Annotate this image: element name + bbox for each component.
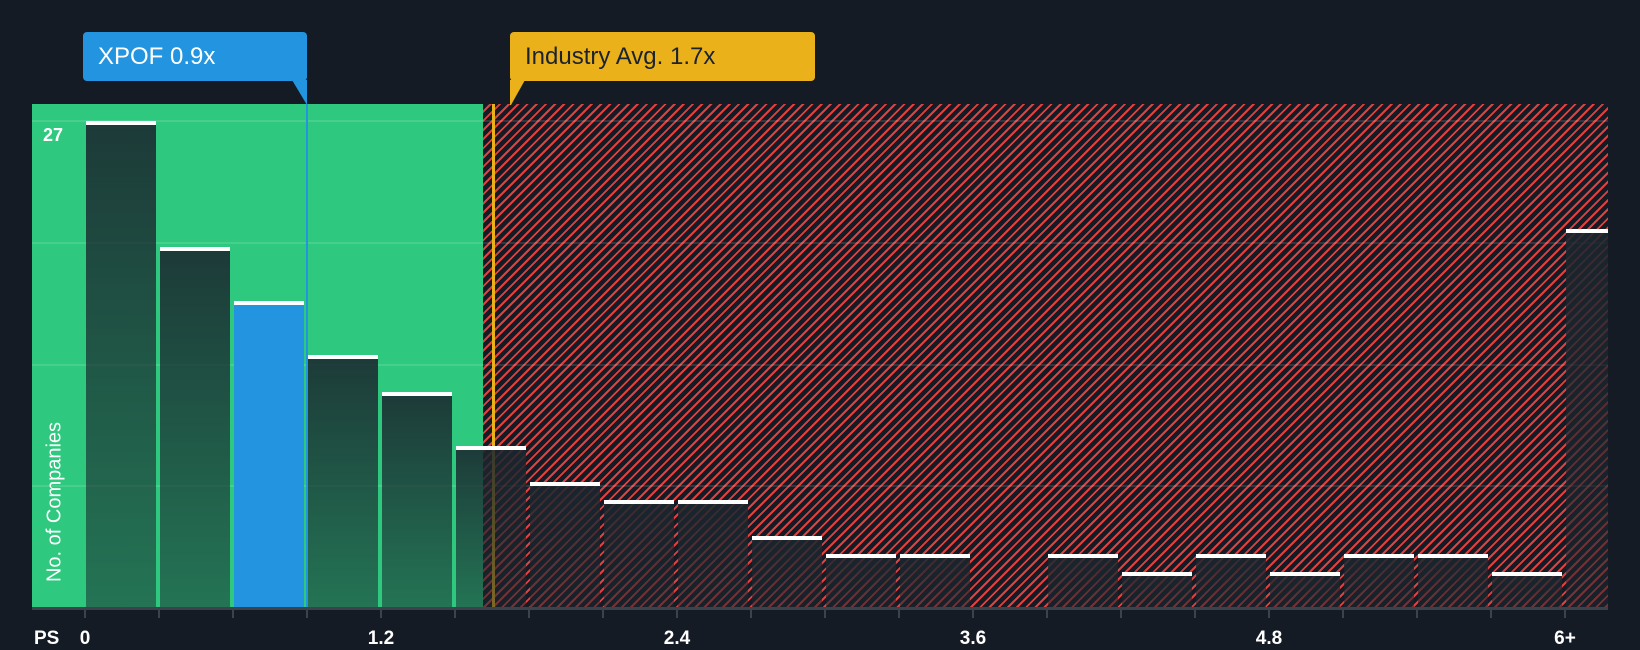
bar (826, 553, 896, 608)
x-tick (454, 609, 456, 618)
bar-top-marker (1344, 553, 1414, 558)
bar-top-marker (1048, 553, 1118, 558)
x-tick (676, 609, 678, 618)
industry-callout-label: Industry Avg. 1.7x (525, 43, 716, 70)
industry-average-line (492, 104, 496, 608)
bar-top-marker (382, 391, 452, 396)
x-tick (750, 609, 752, 618)
y-axis-title: No. of Companies (43, 421, 66, 583)
x-tick (898, 609, 900, 618)
gridline (32, 363, 1608, 366)
bar (160, 247, 230, 608)
x-tick (528, 609, 530, 618)
x-tick (1046, 609, 1048, 618)
x-tick (1342, 609, 1344, 618)
x-tick (602, 609, 604, 618)
x-tick (1268, 609, 1270, 618)
bar (678, 499, 748, 608)
industry-callout-pointer (510, 80, 525, 105)
bar (308, 355, 378, 608)
x-tick-label: 1.2 (367, 628, 395, 649)
bar-top-marker (234, 301, 304, 306)
bar-top-marker (1418, 553, 1488, 558)
bar (1122, 571, 1192, 608)
bar-top-marker (1122, 571, 1192, 576)
bar-top-marker (308, 355, 378, 360)
bar (1492, 571, 1562, 608)
bar (456, 445, 526, 608)
bar-top-marker (678, 499, 748, 504)
gridline (32, 120, 1608, 122)
x-tick-label: 6+ (1554, 628, 1576, 649)
company-line (306, 104, 308, 608)
industry-callout: Industry Avg. 1.7x (510, 32, 815, 81)
bar-top-marker (900, 553, 970, 558)
company-callout-label: XPOF 0.9x (98, 43, 216, 70)
x-tick (232, 609, 234, 618)
bar-top-marker (826, 553, 896, 558)
bar-top-marker (86, 121, 156, 125)
company-callout-pointer (292, 80, 307, 105)
bar (900, 553, 970, 608)
bar (1566, 229, 1608, 608)
above-average-zone (483, 104, 1608, 608)
bar (1270, 571, 1340, 608)
x-tick (1120, 609, 1122, 618)
bar-top-marker (1566, 229, 1608, 234)
bar (604, 499, 674, 608)
highlighted-bar (234, 301, 304, 608)
y-max-tick-label: 27 (43, 125, 64, 145)
bar-top-marker (604, 499, 674, 504)
x-axis-line (32, 607, 1608, 610)
x-tick (84, 609, 86, 618)
bar (752, 535, 822, 608)
x-tick (972, 609, 974, 618)
x-tick-label: 4.8 (1255, 628, 1283, 649)
x-tick-label: 3.6 (959, 628, 987, 649)
x-tick-label: 2.4 (663, 628, 691, 649)
x-tick (1416, 609, 1418, 618)
bar (1344, 553, 1414, 608)
x-tick (380, 609, 382, 618)
bar (1048, 553, 1118, 608)
bar-top-marker (1492, 571, 1562, 576)
bar (1418, 553, 1488, 608)
bar-top-marker (1270, 571, 1340, 576)
bar (382, 391, 452, 608)
bar (1196, 553, 1266, 608)
x-tick (306, 609, 308, 618)
bar-top-marker (456, 445, 526, 450)
bar-top-marker (752, 535, 822, 540)
x-tick (1490, 609, 1492, 618)
bar (530, 481, 600, 608)
x-axis-prefix: PS (34, 628, 60, 649)
x-tick-label: 0 (79, 628, 91, 649)
bar-top-marker (1196, 553, 1266, 558)
gridline (32, 241, 1608, 244)
x-tick (1194, 609, 1196, 618)
x-tick (824, 609, 826, 618)
company-callout: XPOF 0.9x (83, 32, 307, 81)
x-tick (158, 609, 160, 618)
bar-top-marker (530, 481, 600, 486)
x-tick (1564, 609, 1566, 618)
gridline (32, 485, 1608, 488)
bar-top-marker (160, 247, 230, 252)
bar (86, 121, 156, 608)
